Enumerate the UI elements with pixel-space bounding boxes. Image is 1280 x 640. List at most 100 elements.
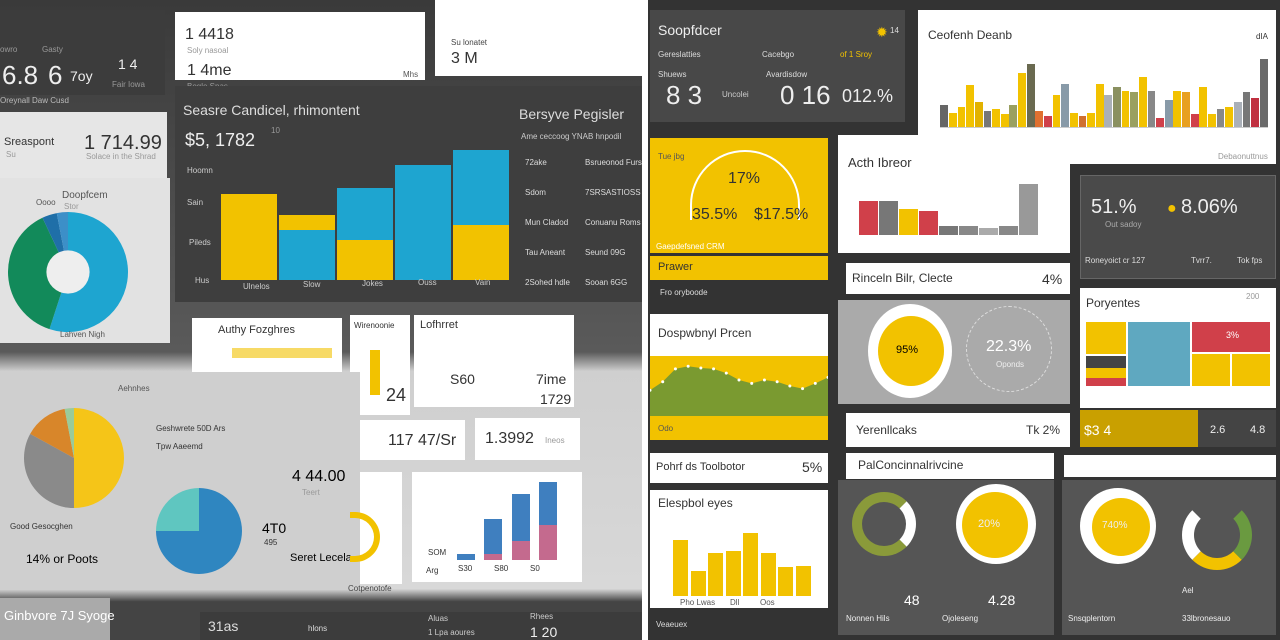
bar: [484, 518, 503, 554]
metric-card[interactable]: 117 47/Sr: [360, 420, 465, 460]
mini-chart-card[interactable]: Authy Fozghres: [192, 318, 342, 378]
prawer-bar[interactable]: Prawer: [650, 256, 828, 280]
gauge-footer: Gaepdefsned CRM: [656, 242, 725, 251]
bar: [336, 239, 394, 280]
x-tick: Ouss: [418, 278, 437, 287]
mini-chart-card[interactable]: Wirenoonie 24: [350, 315, 410, 415]
donut-value: 740%: [1102, 520, 1128, 531]
x-tick: Oos: [760, 598, 775, 607]
kpi-value: 8 3: [666, 80, 703, 110]
kpi-value: 2.6: [1210, 424, 1226, 436]
metric-sub: Su: [6, 150, 16, 159]
bar: [278, 215, 336, 230]
kpi-value: 8.06%: [1181, 196, 1238, 218]
kpi-label: Avardisdow: [766, 70, 808, 79]
title-card[interactable]: Pohrf ds Toolbotor 5%: [650, 453, 828, 483]
card-footer: Veaeuex: [656, 620, 688, 629]
metric-card[interactable]: Sreaspont Su 1 714.99 Solace in the Shra…: [0, 112, 167, 178]
blank-header: [1064, 455, 1276, 477]
kpi-label: Snsqplentorn: [1068, 614, 1116, 623]
bar: [1156, 118, 1164, 127]
card-title: Rinceln Bilr, Clecte: [852, 271, 953, 285]
bar: [898, 209, 918, 235]
kpi-value: 6: [48, 60, 63, 90]
bar: [978, 228, 998, 235]
card-value: Tk 2%: [1026, 423, 1061, 437]
kpi-highlight: [1080, 410, 1198, 447]
title-card[interactable]: Rinceln Bilr, Clecte 4%: [846, 263, 1070, 294]
gauge-card[interactable]: [350, 472, 402, 584]
bar: [949, 112, 957, 127]
title-card[interactable]: PalConcinnalrivcine: [846, 453, 1054, 479]
pie-chart: [156, 488, 242, 574]
column-label: of 1 Sroy: [840, 50, 873, 59]
banner-text: Ginbvore 7J Syoge: [4, 608, 115, 623]
register-value: 7SRSASTIOSS: [585, 188, 641, 197]
card-title: PalConcinnalrivcine: [858, 458, 964, 472]
badge: 14: [890, 26, 899, 35]
metric-value: 3 M: [451, 50, 478, 67]
bar: [778, 567, 794, 596]
legend-item: Tpw Aaeemd: [156, 442, 203, 451]
bottom-strip: 31as hlons Aluas 1 Lpa aoures Rhees 1 20: [200, 612, 642, 640]
panel-title: Soopfdcer: [658, 22, 722, 38]
chart-sup: 10: [271, 126, 280, 135]
kpi-value: 48: [904, 592, 920, 608]
bar: [673, 539, 689, 596]
title-card[interactable]: Yerenllcaks Tk 2%: [846, 413, 1070, 447]
card-title: Yerenllcaks: [856, 423, 917, 437]
metric-card[interactable]: 1 4418 Soly nasoal 1 4me Bogle Spas Mhs: [175, 12, 425, 91]
bar: [1018, 183, 1038, 235]
bar: [1216, 109, 1225, 127]
area-label: Odo: [658, 424, 674, 433]
area-chart: [650, 364, 828, 416]
metric-label: Su lonatet: [451, 38, 488, 47]
metric-card[interactable]: 1.3992 Ineos: [475, 418, 580, 460]
chart-title: Dospwbnyl Prcen: [658, 326, 752, 340]
bar: [983, 111, 992, 127]
kpi-label: Gasty: [42, 45, 63, 54]
area-point: [650, 388, 652, 392]
bar: [966, 85, 975, 127]
area-point: [737, 378, 741, 382]
bar: [1121, 91, 1130, 127]
metric-card[interactable]: Lofhrret S60 7ime 1729: [414, 315, 574, 407]
kpi-panel: owro Gasty 6.8 6 7oy 1 4 Fair Iowa Oreyn…: [0, 10, 165, 105]
kpi-value: 0 16: [780, 80, 831, 110]
register-label: Mun Cladod: [525, 218, 569, 227]
donut-tab[interactable]: Oooo: [36, 198, 56, 207]
gauge-value: 35.5%: [692, 206, 738, 223]
donut-card: Oooo Doopfcem Stor Lahven Nigh: [0, 178, 170, 343]
kpi-label: Shuews: [658, 70, 687, 79]
card-value: 1729: [540, 391, 572, 407]
bar: [1035, 111, 1044, 127]
chart-title: Seasre Candicel, rhimontent: [183, 102, 360, 118]
bar: [795, 565, 811, 596]
donut-hole: [46, 250, 90, 294]
metric-card[interactable]: Su lonatet 3 M: [435, 0, 642, 76]
strip-value: 31as: [208, 618, 239, 634]
y-tick: Sain: [187, 198, 204, 207]
bar: [858, 200, 878, 235]
metric-unit: Mhs: [403, 70, 419, 79]
bar: [511, 540, 530, 560]
bar-chart-card: Acth Ibreor: [838, 135, 1070, 253]
kpi-caption: Oreynall Daw Cusd: [0, 96, 69, 105]
bar-label: SOM: [428, 548, 447, 557]
kpi-value: 1 4: [118, 56, 138, 72]
bar: [452, 150, 510, 226]
x-tick: Arg: [426, 566, 439, 575]
treemap-cell: [1086, 322, 1126, 354]
pie-value: 4 44.00: [292, 468, 346, 485]
x-tick: Jokes: [362, 279, 383, 288]
card-title: Wirenoonie: [354, 321, 395, 330]
x-tick: Vain: [475, 278, 491, 287]
bar: [974, 101, 983, 127]
register-label: Tau Aneant: [525, 248, 566, 257]
metric-value: 1 4me: [187, 62, 232, 79]
bar: [918, 211, 938, 235]
register-sub: Ame ceccoog YNAB hnpodil: [521, 132, 622, 141]
stacked-bar-card[interactable]: SOM Arg S30 S80 S0: [412, 472, 582, 582]
pie-panel: Aehnhes Geshwrete 50D Ars Tpw Aaeemd Goo…: [0, 372, 360, 590]
kpi-value: $3 4: [1084, 422, 1112, 438]
